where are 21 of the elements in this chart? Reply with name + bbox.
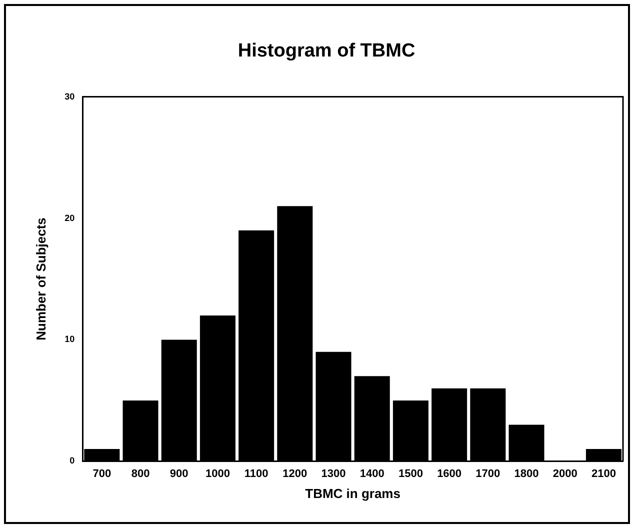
x-tick-label: 1300	[321, 468, 346, 480]
x-tick-label: 700	[92, 468, 112, 480]
y-axis-title: Number of Subjects	[33, 218, 48, 340]
x-tick-label: 1700	[476, 468, 500, 480]
x-tick-label: 900	[170, 468, 188, 480]
x-tick-label: 1400	[360, 468, 384, 480]
chart-title: Histogram of TBMC	[238, 40, 416, 62]
x-tick-label: 2100	[591, 468, 616, 480]
x-tick-label: 1000	[205, 468, 230, 480]
x-tick-label: 1600	[437, 468, 462, 480]
x-tick-label: 2000	[552, 468, 578, 480]
y-tick-label: 10	[64, 334, 75, 344]
x-tick-label: 1800	[514, 468, 539, 480]
y-tick-label: 30	[64, 91, 75, 102]
x-tick-label: 800	[131, 468, 150, 480]
x-tick-label: 1500	[398, 468, 423, 480]
x-tick-label: 1200	[282, 468, 308, 480]
x-axis-title: TBMC in grams	[305, 486, 400, 501]
y-tick-label: 0	[70, 456, 75, 466]
x-tick-label: 1100	[244, 468, 268, 480]
y-tick-label: 20	[64, 212, 75, 223]
